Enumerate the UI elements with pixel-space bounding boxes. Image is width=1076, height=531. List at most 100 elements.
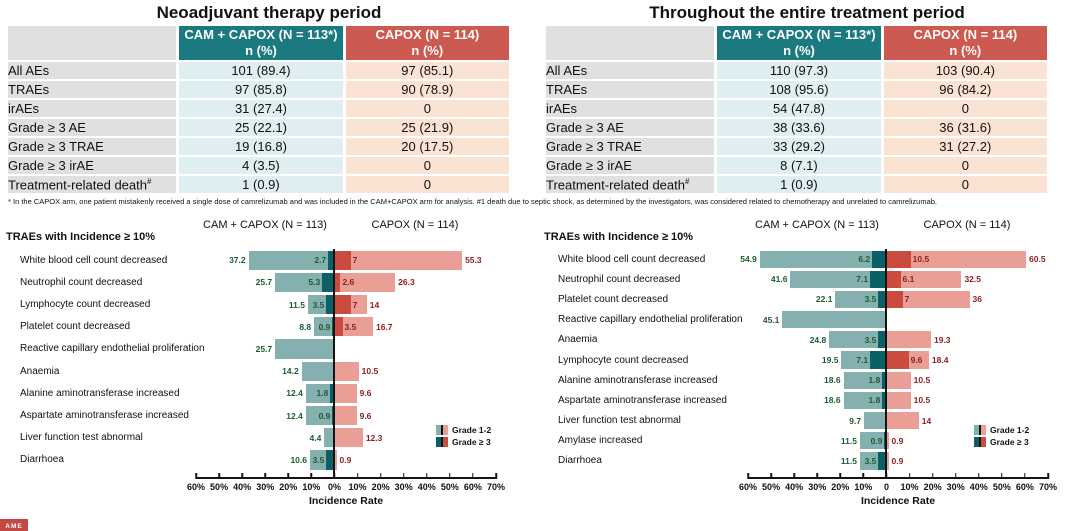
axis-tick-label: 20% (279, 482, 298, 492)
capox-value-cell: 96 (84.2) (883, 81, 1047, 98)
axis-tick (287, 473, 290, 479)
axis-tick-label: 60% (738, 482, 758, 492)
cam-total-value: 9.7 (849, 415, 862, 426)
table-row: Treatment-related death# 1 (0.9) 0 (8, 176, 509, 193)
cam-grade3-value: 1.8 (316, 388, 329, 399)
category-label: Amylase increased (558, 435, 643, 447)
capox-total-value: 16.7 (375, 321, 393, 332)
row-label-cell: Grade ≥ 3 irAE (8, 157, 177, 174)
legend-item-grade3: Grade ≥ 3 (974, 437, 1029, 447)
cam-total-value: 24.8 (809, 334, 827, 345)
category-label: Liver function test abnormal (558, 415, 681, 427)
cam-bar (835, 290, 887, 309)
capox-arm-title: CAPOX (N = 114) (371, 219, 459, 231)
table-row: Grade ≥ 3 irAE 4 (3.5) 0 (8, 157, 509, 174)
trae-chart-neoadjuvant: TRAEs with Incidence ≥ 10% CAM + CAPOX (… (0, 211, 538, 511)
cam-total-value: 11.5 (840, 435, 857, 446)
cam-total-value: 25.7 (255, 343, 273, 354)
cam-bar (275, 272, 335, 292)
table-row: Treatment-related death# 1 (0.9) 0 (546, 176, 1047, 193)
cam-grade3-segment (878, 452, 887, 470)
axis-tick-label: 50% (992, 482, 1011, 492)
axis-tick (747, 473, 749, 479)
plot-area: 41.6 7.1 6.1 32.5 (748, 269, 1048, 289)
row-label-cell: TRAEs (8, 81, 177, 98)
legend-item-grade1-2: Grade 1-2 (436, 425, 491, 435)
row-label-cell: irAEs (8, 100, 177, 117)
cam-bar (310, 450, 335, 470)
chart-row: Lymphocyte count decreased 11.5 3.5 7 14 (0, 293, 496, 315)
axis-tick (1024, 473, 1026, 479)
panel-entire-period: Throughout the entire treatment period C… (538, 0, 1076, 195)
chart-row: Neutrophil count decreased 41.6 7.1 6.1 32.5 (538, 269, 1048, 289)
plot-area: 11.5 0.9 0.9 (748, 431, 1048, 451)
chart-rows: White blood cell count decreased 54.9 6.2 1… (538, 249, 1048, 471)
cam-bar (782, 311, 887, 329)
capox-value-cell: 97 (85.1) (345, 62, 509, 79)
legend-label: Grade 1-2 (452, 425, 492, 435)
table-row: TRAEs 108 (95.6) 96 (84.2) (546, 81, 1047, 98)
axis-tick-label: 40% (969, 482, 988, 492)
cam-bar (864, 412, 887, 430)
chart-row: White blood cell count decreased 54.9 6.2 1… (538, 249, 1048, 269)
row-label-cell: irAEs (546, 100, 715, 117)
cam-total-value: 12.4 (286, 388, 303, 399)
panel-title: Neoadjuvant therapy period (156, 3, 382, 22)
plot-area: 18.6 1.8 10.5 (748, 370, 1048, 390)
axis-tick-label: 50% (210, 482, 229, 492)
cam-total-value: 8.8 (299, 321, 312, 332)
category-label: Alanine aminotransferase increased (20, 387, 180, 399)
cam-bar (790, 270, 887, 288)
row-label-cell: All AEs (8, 62, 177, 79)
cam-grade3-segment (326, 294, 335, 315)
table-row: Grade ≥ 3 AE 25 (22.1) 25 (21.9) (8, 119, 509, 136)
chart-section-label: TRAEs with Incidence ≥ 10% (6, 231, 156, 243)
axis-tick (379, 473, 382, 479)
axis-tick (264, 473, 266, 479)
row-label-cell: TRAEs (546, 81, 715, 98)
cam-grade3-value: 6.2 (858, 254, 871, 265)
plot-area: 4.4 12.3 (196, 427, 496, 449)
chart-row: Aspartate aminotransferase increased 18.6… (538, 390, 1048, 410)
cam-value-cell: 1 (0.9) (179, 176, 343, 193)
cam-grade3-value: 3.5 (864, 455, 877, 466)
capox-bar (886, 412, 919, 430)
capox-bar (334, 450, 337, 470)
category-label: Alanine aminotransferase increased (558, 374, 718, 386)
capox-total-value: 36 (972, 294, 982, 305)
category-label: Aspartate aminotransferase increased (558, 394, 727, 406)
category-label: Platelet count decreased (20, 321, 131, 333)
axis-tick-label: 50% (762, 482, 781, 492)
capox-bar (334, 317, 373, 337)
plot-area: 11.5 3.5 7 14 (196, 293, 496, 315)
capox-grade3-segment (334, 294, 351, 315)
cam-header-line2: n (%) (245, 43, 277, 58)
axis-tick-label: 70% (1038, 482, 1058, 492)
cam-value-cell: 8 (7.1) (717, 157, 881, 174)
category-label: Reactive capillary endothelial prolifera… (20, 343, 205, 355)
axis-tick-label: 10% (900, 482, 919, 492)
panel-title: Throughout the entire treatment period (649, 3, 965, 22)
legend-item-grade1-2: Grade 1-2 (974, 425, 1029, 435)
capox-value-cell: 0 (883, 100, 1047, 117)
cam-grade3-value: 0.9 (870, 435, 883, 446)
cam-total-value: 22.1 (815, 294, 833, 305)
table-row: Grade ≥ 3 irAE 8 (7.1) 0 (546, 157, 1047, 174)
capox-bar (334, 272, 396, 292)
axis-tick (402, 473, 405, 479)
cam-bar (324, 428, 335, 448)
cam-header-line1: CAM + CAPOX (N = 113*) (184, 26, 338, 42)
cam-value-cell: 33 (29.2) (717, 138, 881, 155)
row-label-cell: Grade ≥ 3 irAE (546, 157, 715, 174)
row-label-cell: Grade ≥ 3 AE (546, 119, 715, 136)
capox-value-cell: 31 (27.2) (883, 138, 1047, 155)
plot-area: 25.7 (196, 338, 496, 360)
capox-bar (886, 432, 889, 450)
plot-area: 8.8 0.9 3.5 16.7 (196, 316, 496, 338)
capox-grade3-segment (334, 250, 351, 270)
cam-grade3-value: 1.8 (868, 375, 881, 386)
capox-value-cell: 103 (90.4) (883, 62, 1047, 79)
axis-tick (839, 473, 842, 479)
category-label: Anaemia (558, 334, 598, 346)
cam-value-cell: 97 (85.8) (179, 81, 343, 98)
